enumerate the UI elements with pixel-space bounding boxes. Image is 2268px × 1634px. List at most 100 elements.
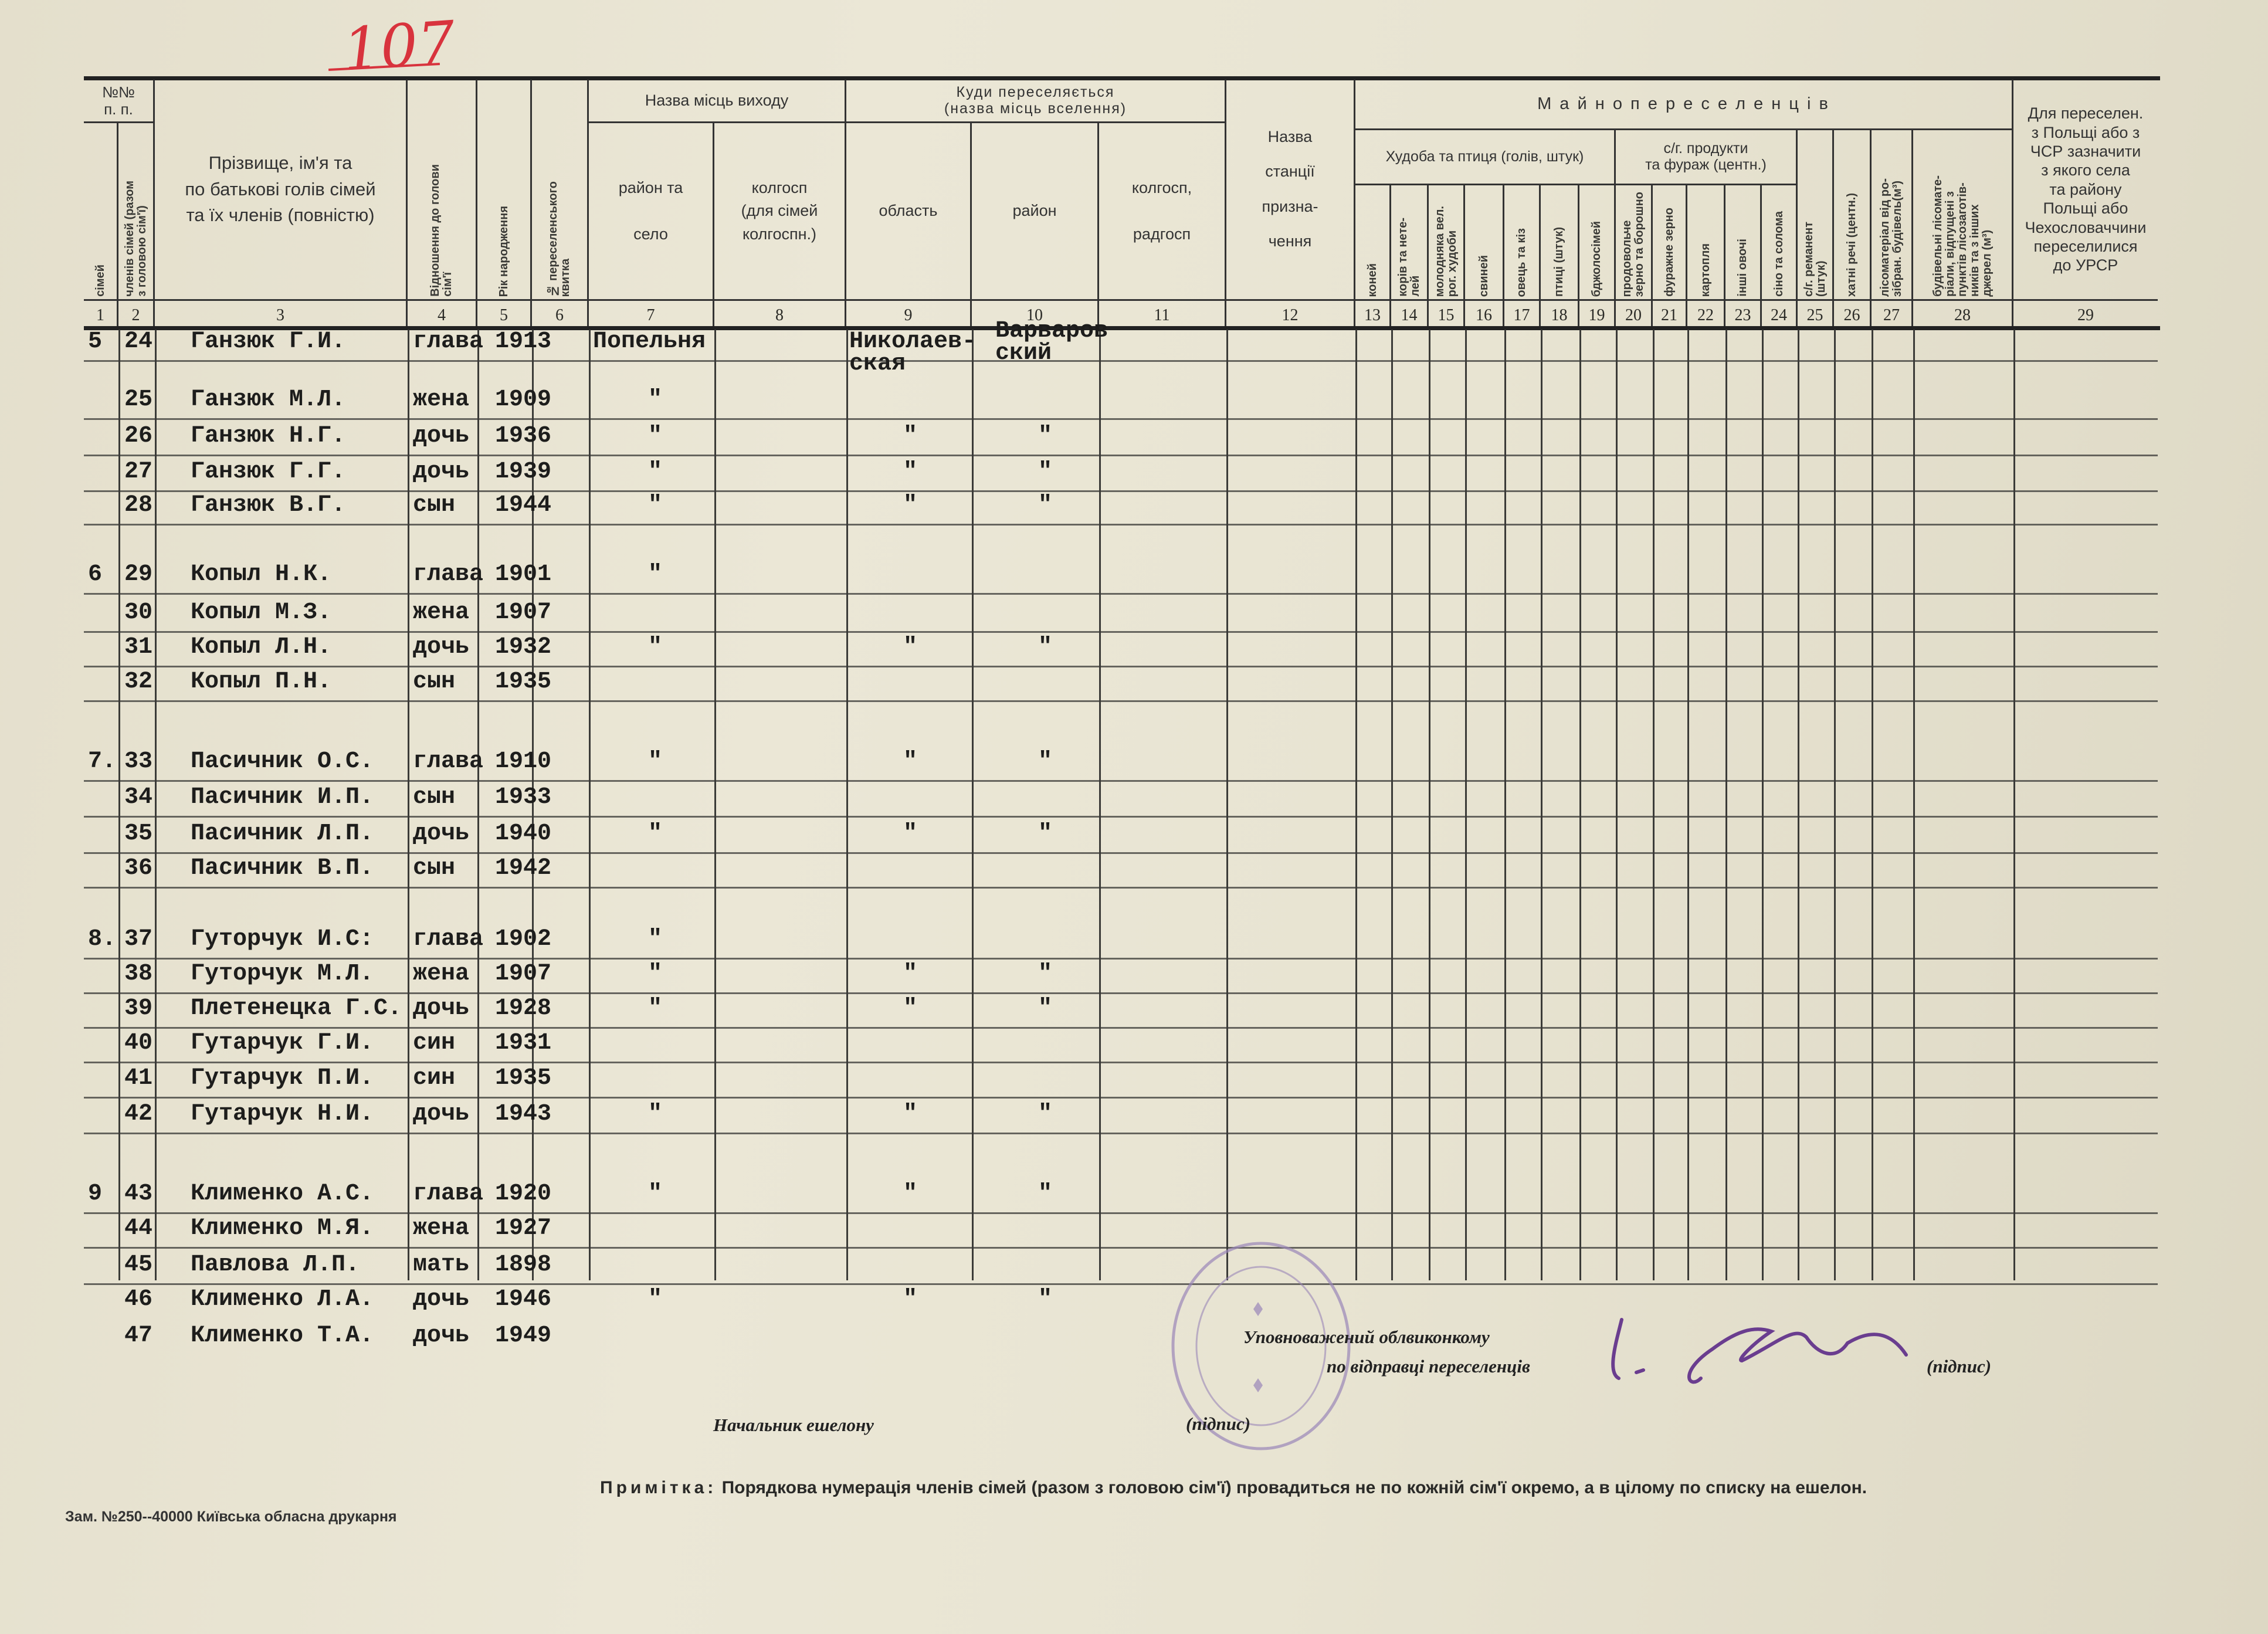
column-divider [1653,330,1655,1280]
header-c6: № переселенського квитка [532,80,589,301]
header-label: продовольче зерно та борошно [1621,191,1646,297]
header-c21: фуражне зерно [1653,185,1687,301]
destination-oblast: " [903,459,918,485]
destination-raion: " [1038,1101,1053,1127]
row-divider [84,958,2158,960]
member-name: Ганзюк Г.Г. [191,459,346,485]
row-divider [84,1062,2158,1063]
member-name: Клименко А.С. [191,1181,374,1207]
member-name: Клименко Л.А. [191,1286,374,1313]
column-divider [1429,330,1430,1280]
member-name: Ганзюк Г.И. [191,328,346,355]
table-row: 44 Клименко М.Я. жена 1927 [0,1215,2268,1253]
destination-oblast: " [903,961,918,987]
header-c25: с/г. реманент (штук) [1798,130,1834,301]
row-divider [84,887,2158,889]
header-label: членів сімей (разом з головою сім'ї) [123,181,148,297]
signature-label-right: (підпис) [1927,1356,1992,1377]
member-number: 43 [124,1181,153,1207]
departure-village: " [648,748,663,775]
row-divider [84,852,2158,854]
table-row: 40 Гутарчук Г.И. син 1931 [0,1032,2268,1067]
column-divider [1616,330,1618,1280]
official-stamp [1171,1242,1351,1450]
member-name: Клименко М.Я. [191,1215,374,1242]
row-divider [84,631,2158,633]
birth-year: 1944 [495,492,552,518]
birth-year: 1907 [495,961,552,987]
row-divider [84,360,2158,362]
column-divider [589,330,591,1280]
member-name: Гуторчук И.С: [191,926,374,952]
column-number: 21 [1653,301,1687,330]
member-number: 34 [124,784,153,811]
birth-year: 1898 [495,1252,552,1278]
header-c10: район [972,123,1099,301]
relation-to-head: дочь [413,821,470,847]
departure-village: " [648,634,663,660]
relation-to-head: син [413,1030,456,1056]
header-c8: колгосп (для сімей колгоспн.) [714,123,846,301]
member-number: 31 [124,634,153,660]
member-number: 41 [124,1065,153,1091]
departure-village: " [648,459,663,485]
header-label: картопля [1699,243,1712,297]
column-number: 10 [972,301,1099,330]
column-number: 28 [1913,301,2013,330]
member-name: Ганзюк М.Л. [191,387,346,413]
header-c7: район та село [589,123,714,301]
member-name: Клименко Т.А. [191,1323,374,1349]
destination-raion: " [1038,492,1053,518]
table-row: 45 Павлова Л.П. мать 1898 [0,1252,2268,1289]
destination-oblast: " [903,1101,918,1127]
row-divider [84,455,2158,456]
header-label: № переселенського квитка [547,181,572,297]
column-divider [1226,330,1228,1280]
relation-to-head: жена [413,1215,470,1242]
header-top-rule [84,76,2160,80]
table-row: 31 Копыл Л.Н. дочь 1932 " " " [0,636,2268,672]
member-number: 37 [124,926,153,952]
header-label: корів та нете- лей [1396,218,1422,297]
header-label: птиці (штук) [1552,227,1565,297]
birth-year: 1913 [495,328,552,355]
row-divider [84,1133,2158,1134]
column-divider [1391,330,1393,1280]
row-divider [84,780,2158,782]
header-c2: членів сімей (разом з головою сім'ї) [118,123,155,301]
table-row: 8. 37 Гуторчук И.С: глава 1902 " [0,928,2268,964]
table-row: 39 Плетенецка Г.С. дочь 1928 " " " [0,995,2268,1033]
departure-village: " [648,423,663,449]
header-c26: хатні речі (центн.) [1834,130,1872,301]
departure-village: " [648,821,663,847]
column-divider [2013,330,2015,1280]
birth-year: 1939 [495,459,552,485]
column-number: 26 [1834,301,1872,330]
member-name: Гутарчук Н.И. [191,1101,374,1127]
column-number: 7 [589,301,714,330]
table-row: 47 Клименко Т.А. дочь 1949 [0,1323,2268,1360]
row-divider [84,1027,2158,1029]
column-number: 23 [1725,301,1762,330]
destination-oblast: " [903,995,918,1022]
column-number: 16 [1465,301,1504,330]
relation-to-head: глава [413,561,484,588]
destination-raion: " [1038,821,1053,847]
member-number: 36 [124,855,153,882]
column-divider [1834,330,1836,1280]
table-row: 34 Пасичник И.П. сын 1933 [0,784,2268,822]
column-divider [1798,330,1799,1280]
header-label: овець та кіз [1515,228,1528,297]
header-c17: овець та кіз [1504,185,1541,301]
header-c5: Рік народження [477,80,532,301]
header-c22: картопля [1687,185,1725,301]
column-divider [1913,330,1915,1280]
birth-year: 1946 [495,1286,552,1313]
column-divider [1872,330,1873,1280]
member-name: Пасичник Л.П. [191,821,374,847]
departure-village: " [648,492,663,518]
member-number: 33 [124,748,153,775]
column-number: 22 [1687,301,1725,330]
column-divider [846,330,848,1280]
table-row: 28 Ганзюк В.Г. сын 1944 " " " [0,494,2268,530]
